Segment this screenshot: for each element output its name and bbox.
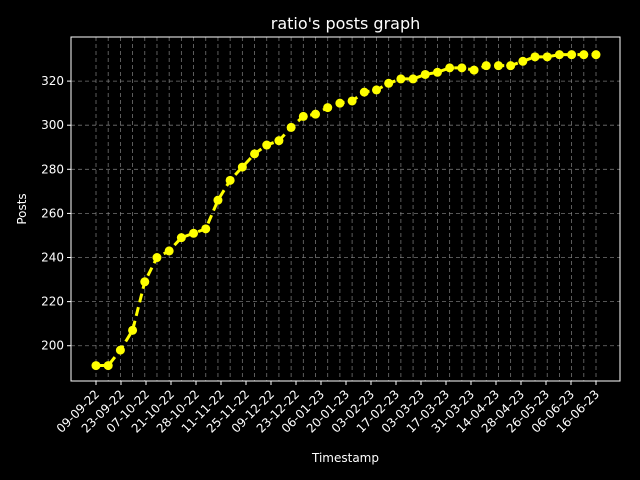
data-point	[201, 224, 211, 234]
data-point	[164, 246, 174, 256]
data-point	[128, 325, 138, 335]
data-point	[237, 162, 247, 172]
data-point	[518, 56, 528, 66]
data-point	[213, 195, 223, 205]
data-point	[274, 136, 284, 146]
data-point	[469, 65, 479, 75]
data-point	[189, 228, 199, 238]
y-tick-label: 200	[41, 339, 64, 353]
data-point	[457, 63, 467, 73]
data-point	[323, 103, 333, 113]
data-point	[311, 109, 321, 119]
data-point	[432, 67, 442, 77]
y-axis-label: Posts	[15, 193, 29, 224]
data-point	[91, 361, 101, 371]
data-point	[286, 122, 296, 132]
y-tick-label: 280	[41, 162, 64, 176]
data-point	[567, 50, 577, 60]
data-point	[115, 345, 125, 355]
data-point	[384, 78, 394, 88]
data-point	[530, 52, 540, 62]
data-point	[359, 87, 369, 97]
data-point	[225, 175, 235, 185]
data-point	[152, 253, 162, 263]
data-point	[250, 149, 260, 159]
data-point	[298, 111, 308, 121]
data-point	[542, 52, 552, 62]
data-point	[579, 50, 589, 60]
data-point	[420, 69, 430, 79]
data-point	[140, 277, 150, 287]
data-point	[493, 61, 503, 71]
data-point	[103, 361, 113, 371]
data-point	[408, 74, 418, 84]
data-point	[445, 63, 455, 73]
data-point	[176, 233, 186, 243]
y-tick-label: 320	[41, 74, 64, 88]
chart-title: ratio's posts graph	[271, 14, 421, 33]
data-point	[481, 61, 491, 71]
data-point	[591, 50, 601, 60]
data-point	[506, 61, 516, 71]
y-tick-label: 300	[41, 118, 64, 132]
y-tick-label: 220	[41, 295, 64, 309]
grid-lines	[71, 37, 620, 381]
data-point	[396, 74, 406, 84]
data-point	[262, 140, 272, 150]
series-layer	[91, 50, 601, 371]
data-point	[347, 96, 357, 106]
y-tick-label: 240	[41, 251, 64, 265]
data-point	[335, 98, 345, 108]
data-point	[371, 85, 381, 95]
y-tick-label: 260	[41, 206, 64, 220]
x-axis-label: Timestamp	[311, 451, 379, 465]
data-point	[554, 50, 564, 60]
